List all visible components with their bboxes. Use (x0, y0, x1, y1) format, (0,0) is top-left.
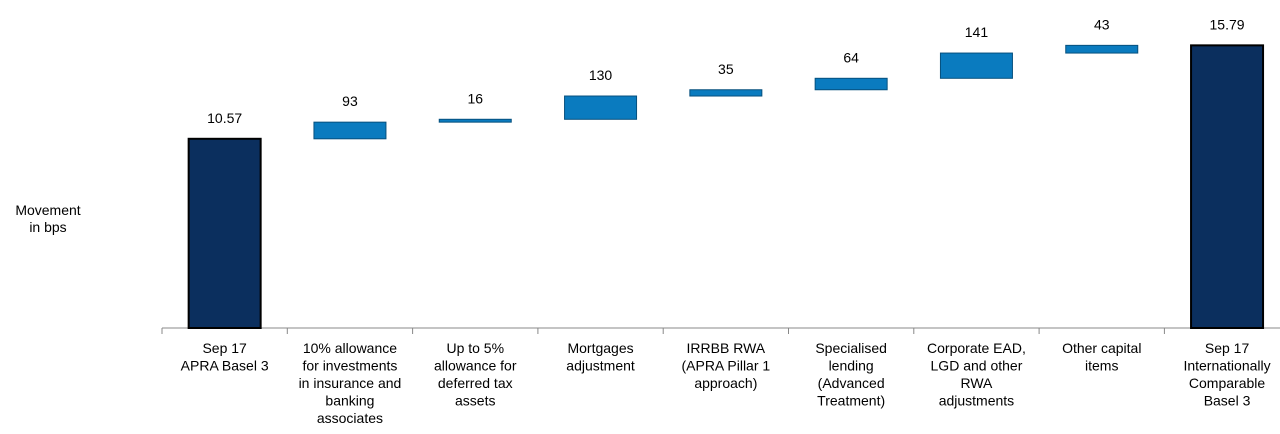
x-tick-label: Treatment) (817, 393, 885, 409)
x-tick-label: allowance for (434, 358, 517, 374)
x-tick-label: Other capital (1062, 340, 1141, 356)
x-tick-label: Sep 17 (1205, 340, 1250, 356)
value-label: 35 (718, 61, 734, 77)
bar (1190, 44, 1265, 329)
x-tick-label: (Advanced (818, 375, 885, 391)
x-tick-label: associates (317, 410, 383, 426)
x-tick-label: Comparable (1189, 375, 1265, 391)
y-axis-label: in bps (29, 219, 66, 235)
bar (939, 52, 1013, 79)
x-tick-label: (APRA Pillar 1 (681, 358, 770, 374)
bar (187, 137, 262, 329)
x-tick-label: for investments (302, 358, 397, 374)
value-label: 16 (467, 90, 483, 106)
value-label: 93 (342, 93, 358, 109)
x-tick-label: banking (325, 393, 374, 409)
x-tick-label: in insurance and (299, 375, 402, 391)
x-tick-label: APRA Basel 3 (181, 358, 269, 374)
x-tick-label: Specialised (815, 340, 887, 356)
x-tick-label: Internationally (1183, 358, 1270, 374)
bar (1065, 44, 1139, 54)
value-label: 15.79 (1210, 16, 1245, 32)
x-tick-label: Mortgages (567, 340, 633, 356)
value-label: 43 (1094, 16, 1110, 32)
x-tick-label: adjustment (566, 358, 635, 374)
x-tick-label: RWA (961, 375, 994, 391)
value-label: 141 (965, 24, 989, 40)
x-tick-label: lending (829, 358, 874, 374)
x-tick-label: deferred tax (438, 375, 513, 391)
x-tick-label: LGD and other (931, 358, 1023, 374)
x-tick-label: items (1085, 358, 1118, 374)
x-tick-label: Basel 3 (1204, 393, 1251, 409)
x-tick-label: IRRBB RWA (687, 340, 766, 356)
value-label: 10.57 (207, 110, 242, 126)
x-tick-label: Sep 17 (202, 340, 247, 356)
x-tick-label: assets (455, 393, 495, 409)
bar (814, 77, 888, 91)
value-label: 64 (843, 49, 859, 65)
bar (564, 95, 638, 120)
bar (438, 118, 512, 123)
value-label: 130 (589, 67, 613, 83)
bar (313, 121, 387, 140)
x-tick-label: adjustments (939, 393, 1014, 409)
x-tick-label: approach) (694, 375, 757, 391)
x-tick-label: Corporate EAD, (927, 340, 1026, 356)
bar (689, 89, 763, 97)
x-tick-label: 10% allowance (303, 340, 397, 356)
y-axis-label: Movement (15, 202, 80, 218)
x-tick-label: Up to 5% (446, 340, 504, 356)
